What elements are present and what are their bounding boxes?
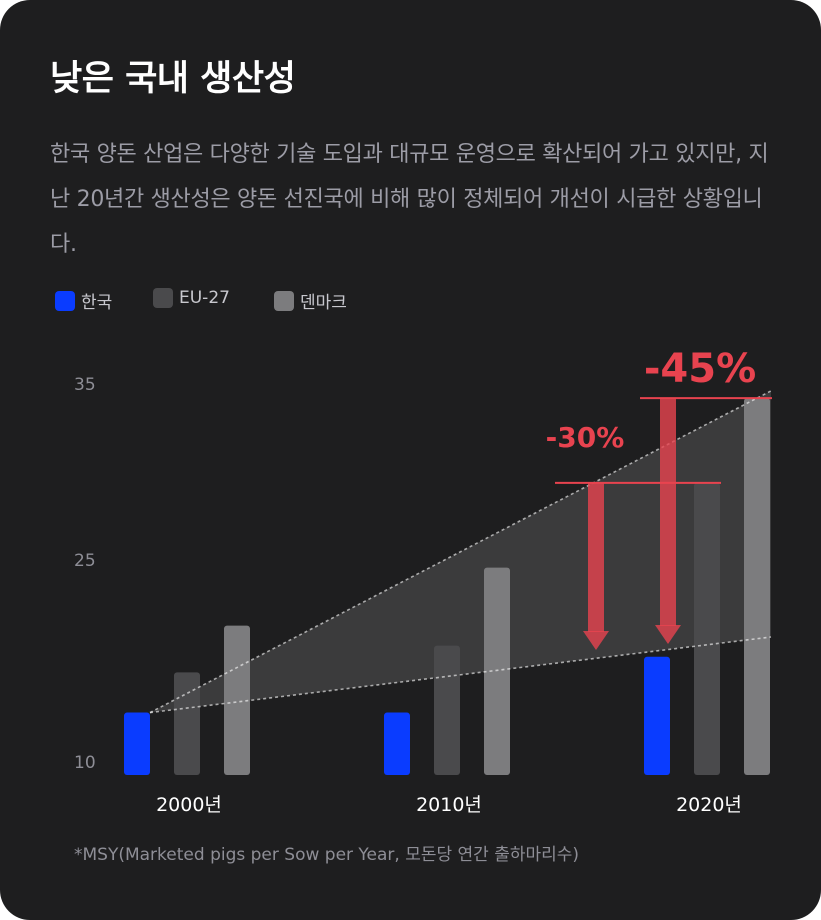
y-tick-label-35: 35 — [74, 375, 96, 395]
bar-eu-27-2020년 — [694, 482, 720, 775]
bar-덴마크-2010년 — [484, 567, 510, 775]
annotation-1-label: -30% — [546, 421, 625, 454]
bar-덴마크-2020년 — [744, 398, 770, 775]
annotation-2-arrow-head — [655, 625, 681, 644]
y-tick-label-25: 25 — [74, 551, 96, 571]
bar-한국-2010년 — [384, 712, 410, 775]
legend-item-denmark: 덴마크 — [274, 288, 347, 313]
y-tick-label-10: 10 — [74, 753, 96, 773]
legend-item-korea: 한국 — [55, 288, 112, 313]
x-tick-label-2020년: 2020년 — [676, 794, 742, 816]
x-tick-label-2010년: 2010년 — [416, 794, 482, 816]
footnote: *MSY(Marketed pigs per Sow per Year, 모돈당… — [74, 845, 580, 865]
description: 한국 양돈 산업은 다양한 기술 도입과 대규모 운영으로 확산되어 가고 있지… — [50, 142, 769, 257]
legend-item-eu27: EU-27 — [153, 288, 230, 308]
annotation-1-arrow-shaft — [588, 482, 604, 632]
page-title: 낮은 국내 생산성 — [50, 59, 296, 99]
legend-swatch-korea — [55, 290, 75, 311]
x-tick-label-2000년: 2000년 — [156, 794, 222, 816]
legend-swatch-denmark — [274, 290, 294, 311]
trend-line-lower — [149, 636, 772, 714]
legend-label-korea: 한국 — [81, 293, 113, 313]
legend-swatch-eu27 — [153, 288, 173, 308]
bar-덴마크-2000년 — [224, 625, 250, 775]
bar-eu-27-2000년 — [174, 672, 200, 775]
bar-eu-27-2010년 — [434, 645, 460, 775]
legend-label-denmark: 덴마크 — [300, 293, 347, 313]
annotation-1-arrow-head — [583, 631, 609, 650]
annotation-2-arrow-shaft — [660, 398, 676, 626]
bar-한국-2020년 — [644, 656, 670, 775]
annotation-2-label: -45% — [644, 346, 756, 392]
legend-label-eu27: EU-27 — [179, 288, 230, 308]
bar-한국-2000년 — [124, 712, 150, 775]
